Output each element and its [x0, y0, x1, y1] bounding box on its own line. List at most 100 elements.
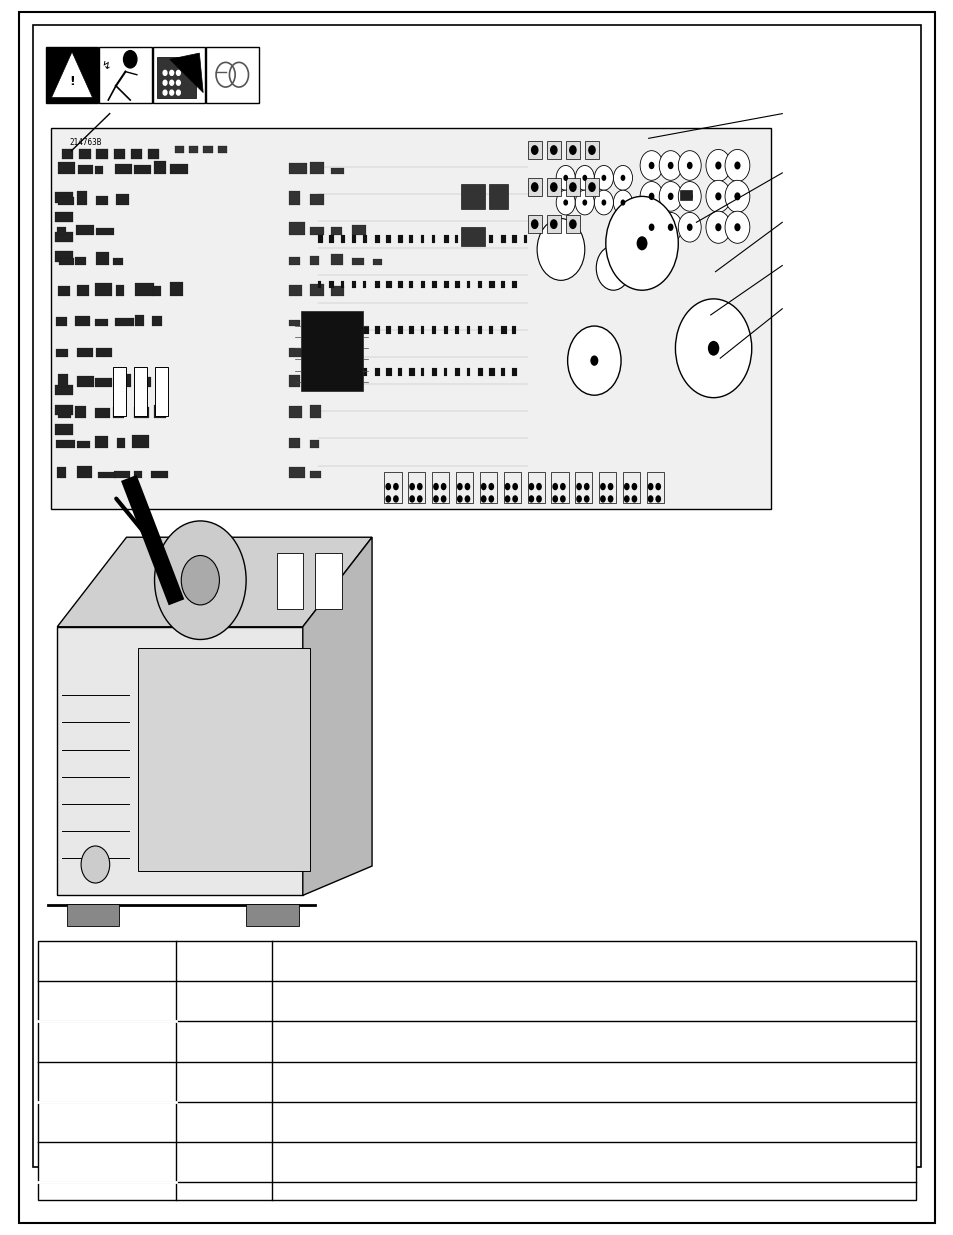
Bar — [289, 467, 304, 478]
Circle shape — [163, 90, 167, 95]
Circle shape — [409, 483, 415, 490]
Bar — [340, 280, 343, 288]
Bar — [289, 438, 299, 448]
Bar — [171, 164, 188, 174]
Bar — [363, 326, 369, 333]
Bar — [432, 472, 449, 503]
Bar — [363, 368, 367, 375]
Circle shape — [552, 483, 558, 490]
Bar — [151, 471, 168, 478]
Bar — [96, 149, 108, 159]
Bar — [94, 378, 112, 387]
Bar — [170, 283, 182, 296]
Bar — [132, 436, 149, 448]
Bar — [74, 406, 86, 417]
Bar — [363, 235, 367, 242]
Bar — [153, 287, 161, 296]
Bar — [310, 284, 324, 296]
Bar — [134, 283, 153, 296]
Bar — [420, 235, 423, 242]
Circle shape — [587, 146, 595, 156]
Bar — [317, 280, 321, 288]
Bar — [432, 280, 436, 288]
Bar — [386, 368, 392, 375]
Bar — [489, 235, 493, 242]
Circle shape — [596, 246, 630, 290]
Bar — [622, 472, 639, 503]
Bar — [310, 405, 320, 417]
Bar — [289, 284, 302, 296]
Circle shape — [575, 190, 594, 215]
Circle shape — [385, 495, 391, 503]
Bar — [134, 406, 149, 417]
Circle shape — [536, 483, 541, 490]
Bar — [477, 280, 481, 288]
Circle shape — [562, 200, 568, 206]
Circle shape — [707, 341, 719, 356]
Circle shape — [464, 495, 470, 503]
Circle shape — [552, 495, 558, 503]
Bar — [46, 47, 98, 103]
Circle shape — [581, 200, 587, 206]
Circle shape — [568, 146, 576, 156]
Bar — [352, 235, 355, 242]
Bar — [113, 408, 124, 417]
Bar — [75, 257, 86, 266]
Circle shape — [631, 495, 637, 503]
Bar — [375, 235, 379, 242]
Bar — [55, 252, 72, 262]
Circle shape — [734, 193, 740, 200]
Bar — [397, 326, 403, 333]
Bar — [477, 235, 480, 242]
Circle shape — [433, 483, 438, 490]
Circle shape — [734, 224, 740, 231]
Circle shape — [176, 90, 180, 95]
Bar — [479, 472, 497, 503]
Bar — [352, 258, 364, 266]
Circle shape — [163, 70, 167, 75]
Bar — [409, 326, 414, 333]
Bar — [456, 472, 473, 503]
Bar — [565, 141, 579, 159]
Bar — [352, 368, 355, 375]
Bar — [310, 317, 326, 326]
Circle shape — [181, 556, 219, 605]
Bar — [310, 194, 324, 205]
Bar — [153, 161, 166, 174]
Circle shape — [480, 483, 486, 490]
Bar — [500, 280, 504, 288]
Circle shape — [655, 495, 660, 503]
Circle shape — [549, 146, 557, 156]
Circle shape — [686, 162, 692, 169]
Bar — [375, 280, 379, 288]
Bar — [598, 472, 616, 503]
Bar — [289, 221, 305, 235]
Bar — [455, 280, 459, 288]
Bar — [57, 227, 66, 235]
Bar — [58, 374, 69, 387]
Bar — [246, 904, 298, 926]
Bar — [512, 280, 517, 288]
Bar — [289, 257, 299, 266]
Bar — [466, 368, 470, 375]
Circle shape — [607, 495, 613, 503]
Circle shape — [715, 162, 720, 169]
Bar — [375, 326, 380, 333]
Bar — [500, 368, 504, 375]
Bar — [58, 258, 73, 266]
Bar — [114, 164, 132, 174]
Circle shape — [416, 483, 422, 490]
Bar — [51, 128, 770, 509]
Circle shape — [620, 175, 625, 182]
Bar — [527, 472, 544, 503]
Bar — [565, 178, 579, 196]
Text: 214763B: 214763B — [70, 138, 102, 147]
Circle shape — [667, 193, 673, 200]
Bar — [148, 149, 159, 159]
Circle shape — [154, 521, 246, 640]
Circle shape — [456, 495, 462, 503]
Bar — [56, 350, 68, 357]
Circle shape — [170, 70, 173, 75]
Circle shape — [724, 211, 749, 243]
Bar — [331, 227, 341, 235]
